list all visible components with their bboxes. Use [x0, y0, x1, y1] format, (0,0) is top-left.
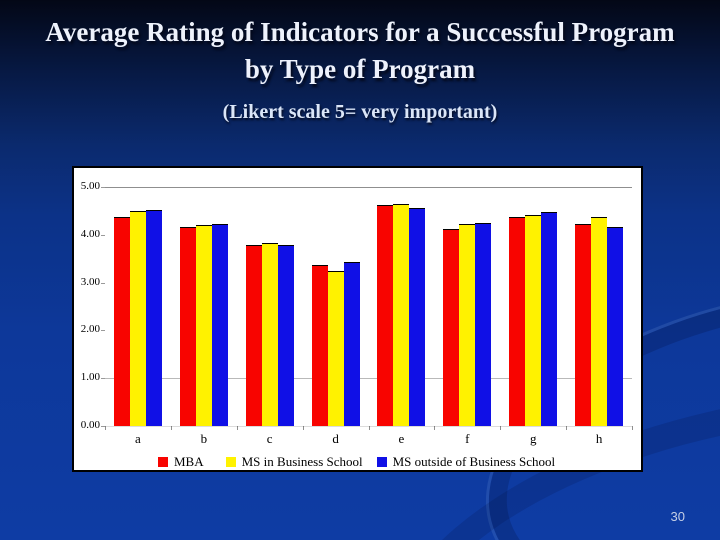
title-line-1: Average Rating of Indicators for a Succe… — [45, 17, 675, 47]
bar-ms-outside-of-business-school-f — [475, 223, 492, 426]
y-tick-mark — [101, 330, 105, 332]
y-tick-label-5.00: 5.00 — [80, 180, 100, 192]
y-tick-mark — [101, 282, 105, 284]
bar-ms-in-business-school-g — [525, 214, 542, 426]
x-axis-boundary-tick — [302, 426, 304, 430]
x-axis-boundary-tick — [236, 426, 238, 430]
plot-area — [105, 187, 632, 426]
bar-group-h — [566, 187, 632, 426]
bar-ms-outside-of-business-school-g — [541, 212, 558, 426]
legend-item-ms-outside-of-business-school: MS outside of Business School — [376, 454, 556, 470]
bar-ms-outside-of-business-school-c — [277, 244, 294, 426]
legend-color-swatch — [376, 457, 387, 467]
x-category-label-b: b — [200, 431, 208, 446]
x-axis-boundary-tick — [105, 426, 106, 430]
bar-ms-outside-of-business-school-h — [607, 226, 624, 426]
bar-ms-in-business-school-b — [195, 225, 212, 426]
bar-mba-d — [311, 264, 328, 426]
x-category-label-h: h — [595, 431, 603, 446]
x-axis-boundary-tick — [368, 426, 370, 430]
bar-ms-outside-of-business-school-d — [343, 262, 360, 426]
bar-mba-c — [245, 244, 262, 426]
bar-group-b — [171, 187, 237, 426]
legend-color-swatch — [225, 457, 236, 467]
legend-label: MS outside of Business School — [392, 454, 556, 469]
y-tick-mark — [101, 234, 105, 236]
bar-group-d — [303, 187, 369, 426]
legend-item-ms-in-business-school: MS in Business School — [225, 454, 363, 470]
y-tick-mark — [101, 378, 105, 380]
bar-group-a — [105, 187, 171, 426]
bar-mba-a — [113, 216, 130, 426]
slide-subtitle: (Likert scale 5= very important) — [222, 101, 498, 123]
slide-title: Average Rating of Indicators for a Succe… — [0, 14, 720, 88]
x-axis-boundary-tick — [500, 426, 502, 430]
bar-mba-e — [377, 205, 394, 426]
title-line-2: by Type of Program — [244, 54, 476, 84]
gridline-1.00 — [105, 378, 632, 379]
x-category-label-a: a — [135, 431, 141, 446]
x-category-label-d: d — [332, 431, 339, 446]
chart-legend: MBA MS in Business School MS outside of Bu… — [158, 454, 555, 470]
y-tick-mark — [101, 187, 105, 188]
bar-group-f — [434, 187, 500, 426]
bar-mba-h — [575, 224, 592, 426]
y-tick-mark — [101, 426, 105, 427]
bar-group-c — [237, 187, 303, 426]
x-category-label-g: g — [529, 431, 537, 446]
bar-group-g — [500, 187, 566, 426]
chart-panel: 5.00 4.00 3.00 2.00 1.00 0.00 a b c d e f g h MBA MS … — [72, 166, 643, 472]
bar-ms-in-business-school-h — [591, 216, 608, 426]
x-category-label-f: f — [465, 431, 470, 446]
legend-color-swatch — [158, 457, 168, 467]
bar-ms-in-business-school-c — [261, 243, 278, 426]
x-category-label-e: e — [398, 431, 405, 446]
x-axis-boundary-tick — [434, 426, 436, 430]
bar-ms-in-business-school-a — [129, 211, 146, 426]
bar-mba-b — [179, 226, 196, 426]
bar-mba-g — [509, 216, 526, 426]
x-axis-boundary-tick — [632, 426, 633, 430]
x-category-label-c: c — [266, 431, 273, 446]
y-tick-label-1.00: 1.00 — [80, 371, 100, 384]
y-tick-label-3.00: 3.00 — [80, 275, 100, 288]
page-number: 30 — [670, 509, 685, 524]
bar-ms-in-business-school-f — [459, 224, 476, 426]
x-axis-boundary-tick — [170, 426, 172, 430]
legend-item-mba: MBA — [158, 454, 204, 470]
x-axis-category-labels: a b c d e f g h — [105, 431, 632, 447]
legend-label: MBA — [174, 454, 204, 469]
bar-ms-outside-of-business-school-e — [409, 208, 426, 426]
legend-label: MS in Business School — [241, 454, 363, 469]
bar-ms-in-business-school-d — [327, 270, 344, 426]
bar-ms-outside-of-business-school-a — [145, 209, 162, 426]
bar-group-e — [369, 187, 435, 426]
y-tick-label-0.00: 0.00 — [80, 419, 100, 431]
y-tick-label-4.00: 4.00 — [80, 227, 100, 240]
x-axis-boundary-tick — [566, 426, 568, 430]
bar-ms-in-business-school-e — [393, 203, 410, 426]
bar-ms-outside-of-business-school-b — [211, 224, 228, 426]
bar-mba-f — [443, 229, 460, 426]
y-tick-label-2.00: 2.00 — [80, 323, 100, 336]
gridline-5.00 — [105, 187, 632, 188]
